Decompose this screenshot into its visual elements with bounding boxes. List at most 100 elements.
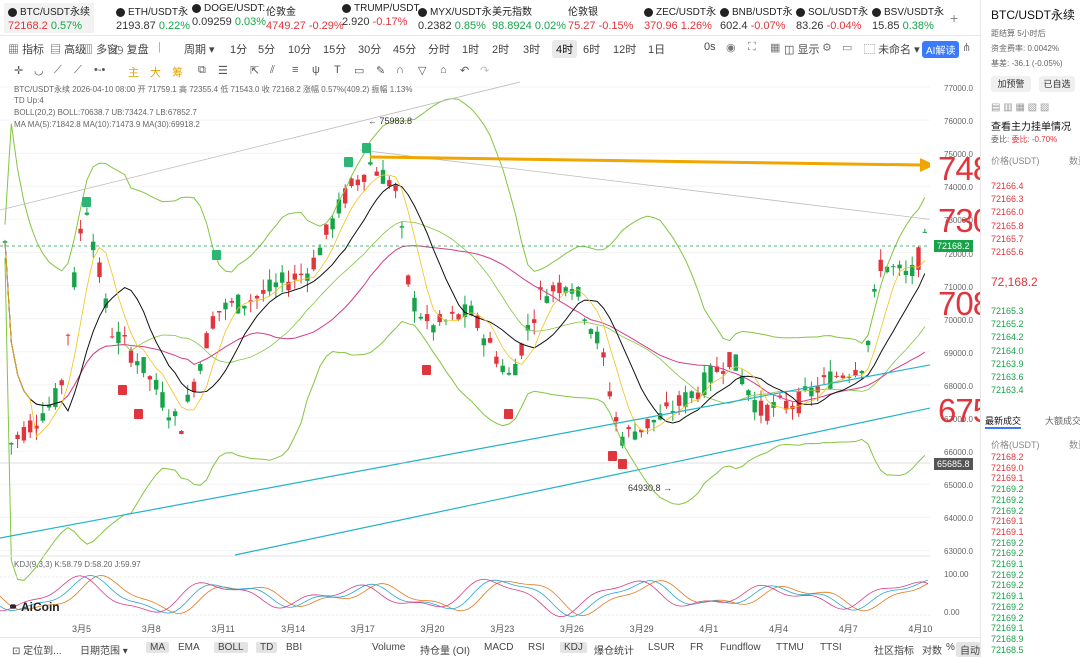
undo-icon[interactable]: ↶ bbox=[460, 65, 470, 77]
text-icon[interactable]: T bbox=[334, 64, 341, 76]
ask-row[interactable]: 72165.7 bbox=[991, 233, 1024, 244]
ask-row[interactable]: 72166.4 bbox=[991, 181, 1024, 191]
bid-row[interactable]: 72163.9 bbox=[991, 358, 1024, 369]
display-button[interactable]: ◫ 显示 bbox=[784, 44, 820, 56]
indicator-tab-6[interactable]: 持仓量 (OI) bbox=[420, 646, 470, 657]
period-dropdown[interactable]: 周期 ▾ bbox=[184, 44, 215, 56]
indicator-tab-3[interactable]: TD bbox=[256, 642, 278, 653]
interval-4[interactable]: 30分 bbox=[358, 44, 382, 56]
ask-row[interactable]: 72165.6 bbox=[991, 247, 1024, 257]
price-chart[interactable]: ← 75983.8 64930.8 → bbox=[0, 80, 930, 637]
big-order-tool[interactable]: 大 bbox=[150, 67, 161, 79]
log-scale-toggle[interactable]: 对数 bbox=[922, 646, 942, 657]
auto-toggle[interactable]: 自动 bbox=[956, 642, 984, 657]
lock-icon[interactable]: ⌂ bbox=[440, 64, 447, 76]
share-icon[interactable]: ⋔ bbox=[962, 42, 972, 54]
redo-icon[interactable]: ↷ bbox=[480, 65, 490, 77]
favorite-button[interactable]: 已自选 bbox=[1039, 76, 1075, 92]
pointer-icon[interactable]: ⇱ bbox=[250, 65, 260, 77]
camera-icon[interactable]: ◉ bbox=[726, 42, 736, 54]
grid-icon[interactable]: ▦ bbox=[770, 42, 781, 54]
indicator-tab-9[interactable]: KDJ bbox=[560, 642, 587, 653]
ticker-1[interactable]: ETH/USDT永 2193.87 0.22% bbox=[116, 3, 190, 33]
copy-icon[interactable]: ⧉ bbox=[198, 64, 206, 76]
interval-2[interactable]: 10分 bbox=[288, 44, 312, 56]
ticker-4[interactable]: TRUMP/USDT 2.920 -0.17% bbox=[342, 3, 420, 33]
trendline-icon[interactable]: ⟋ bbox=[54, 64, 62, 76]
interval-7[interactable]: 1时 bbox=[462, 44, 480, 56]
replay-button[interactable]: ◷ 复盘 bbox=[114, 44, 149, 56]
ticker-8[interactable]: ZEC/USDT永 370.96 1.26% bbox=[644, 3, 716, 33]
filter-icon[interactable]: ▽ bbox=[418, 65, 427, 77]
interval-12[interactable]: 12时 bbox=[613, 44, 637, 56]
settings-icon[interactable]: ⚙ bbox=[822, 42, 832, 54]
indicator-tab-10[interactable]: 爆仓统计 bbox=[594, 646, 634, 657]
channel-icon[interactable]: ⫽ bbox=[270, 64, 275, 76]
crosshair-icon[interactable]: ✛ bbox=[14, 65, 24, 77]
multi-window-button[interactable]: ▥ 多窗 bbox=[82, 44, 119, 56]
interval-3[interactable]: 15分 bbox=[323, 44, 347, 56]
interval-13[interactable]: 1日 bbox=[648, 44, 666, 56]
tab-large-trades[interactable]: 大额成交 bbox=[1045, 416, 1080, 426]
chip-tool[interactable]: 筹 bbox=[172, 67, 183, 79]
segment-icon[interactable]: •-• bbox=[94, 64, 106, 76]
layers-icon[interactable]: ☰ bbox=[218, 65, 228, 77]
layout-name-dropdown[interactable]: ⬚ 未命名 ▾ bbox=[864, 44, 920, 56]
percent-toggle[interactable]: % bbox=[946, 642, 955, 653]
ticker-2[interactable]: DOGE/USDT: 0.09259 0.03% bbox=[192, 3, 266, 33]
tab-latest-trades[interactable]: 最新成交 bbox=[985, 414, 1022, 429]
indicator-tab-5[interactable]: Volume bbox=[372, 642, 406, 653]
indicator-tab-1[interactable]: EMA bbox=[178, 642, 200, 653]
indicator-tab-12[interactable]: FR bbox=[690, 642, 704, 653]
interval-11[interactable]: 6时 bbox=[583, 44, 601, 56]
indicator-tab-13[interactable]: Fundflow bbox=[720, 642, 761, 653]
date-range-dropdown[interactable]: 日期范围 ▾ bbox=[80, 646, 128, 657]
indicator-tab-16[interactable]: 社区指标 bbox=[874, 646, 914, 657]
interval-8[interactable]: 2时 bbox=[492, 44, 510, 56]
ticker-5[interactable]: MYX/USDT永 0.2382 0.85% bbox=[418, 3, 492, 33]
alert-button[interactable]: 加预警 bbox=[991, 76, 1031, 92]
depth-icons[interactable]: ▤ ▥ ▦ ▧ ▨ bbox=[991, 102, 1050, 113]
indicator-tab-0[interactable]: MA bbox=[146, 642, 169, 653]
indicator-tab-11[interactable]: LSUR bbox=[648, 642, 675, 653]
locate-button[interactable]: ⊡ 定位到... bbox=[12, 646, 62, 657]
indicator-tab-4[interactable]: BBI bbox=[286, 642, 303, 653]
bid-row[interactable]: 72165.2 bbox=[991, 319, 1024, 330]
ruler-icon[interactable]: ▭ bbox=[354, 65, 365, 77]
interval-9[interactable]: 3时 bbox=[523, 44, 541, 56]
ticker-11[interactable]: BSV/USDT永 15.85 0.38% bbox=[872, 3, 944, 33]
bid-row[interactable]: 72163.6 bbox=[991, 372, 1024, 382]
indicator-tab-14[interactable]: TTMU bbox=[776, 642, 804, 653]
add-tab-button[interactable]: + bbox=[950, 10, 959, 26]
ask-row[interactable]: 72166.3 bbox=[991, 194, 1024, 205]
bid-row[interactable]: 72163.4 bbox=[991, 385, 1024, 396]
bid-row[interactable]: 72164.2 bbox=[991, 332, 1024, 343]
magnet-icon[interactable]: ∩ bbox=[396, 64, 404, 76]
interval-0[interactable]: 1分 bbox=[230, 44, 248, 56]
ray-icon[interactable]: ⟋ bbox=[74, 64, 82, 76]
indicator-tab-15[interactable]: TTSI bbox=[820, 642, 842, 653]
ticker-3[interactable]: 伦敦金 4749.27 -0.29% bbox=[266, 3, 344, 33]
ticker-7[interactable]: 伦敦银 75.27 -0.15% bbox=[568, 3, 633, 33]
ticker-0[interactable]: BTC/USDT永续 72168.2 0.57% bbox=[4, 3, 94, 33]
order-title[interactable]: 查看主力挂单情况 bbox=[991, 122, 1071, 133]
ai-analysis-button[interactable]: AI解读 bbox=[922, 41, 960, 58]
interval-5[interactable]: 45分 bbox=[393, 44, 417, 56]
brush-icon[interactable]: ✎ bbox=[376, 65, 386, 77]
indicator-tab-8[interactable]: RSI bbox=[528, 642, 545, 653]
seconds-button[interactable]: 0s bbox=[704, 41, 716, 53]
ticker-9[interactable]: BNB/USDT永 602.4 -0.07% bbox=[720, 3, 793, 33]
main-force-tool[interactable]: 主 bbox=[128, 67, 139, 79]
fullscreen-icon[interactable]: ⛶ bbox=[748, 41, 756, 53]
ticker-10[interactable]: SOL/USDT永 83.26 -0.04% bbox=[796, 3, 868, 33]
pitchfork-icon[interactable]: ψ bbox=[312, 64, 320, 76]
advanced-button[interactable]: ▤ 高级 bbox=[50, 44, 87, 56]
indicator-tab-2[interactable]: BOLL bbox=[214, 642, 248, 653]
ask-row[interactable]: 72166.0 bbox=[991, 207, 1024, 218]
ask-row[interactable]: 72165.8 bbox=[991, 220, 1024, 231]
curve-icon[interactable]: ◡ bbox=[34, 65, 44, 77]
ticker-6[interactable]: 美元指数 98.8924 0.02% bbox=[492, 3, 566, 33]
indicator-tab-7[interactable]: MACD bbox=[484, 642, 514, 653]
bid-row[interactable]: 72164.0 bbox=[991, 345, 1024, 356]
indicator-button[interactable]: ▦ 指标 bbox=[8, 44, 45, 56]
